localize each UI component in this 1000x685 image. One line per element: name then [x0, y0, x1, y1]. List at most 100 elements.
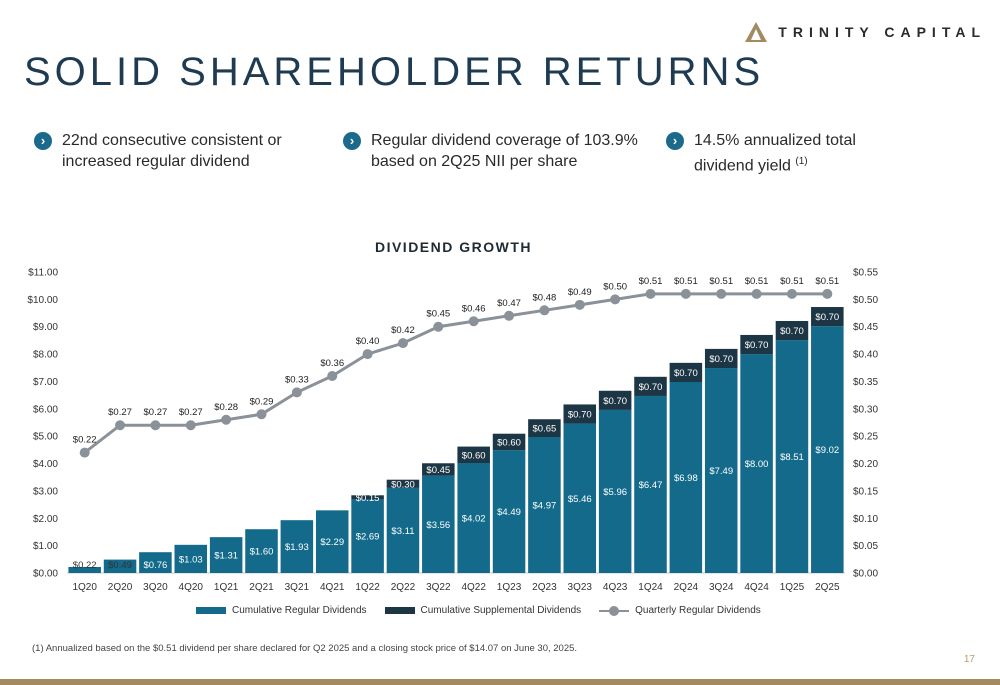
y-right-tick-label: $0.10 [853, 514, 878, 525]
chart-legend: Cumulative Regular Dividends Cumulative … [196, 605, 779, 616]
bar-supplemental [811, 307, 844, 327]
bar-supplemental [634, 376, 667, 396]
bar-supplemental [422, 463, 455, 476]
line-point [574, 299, 585, 310]
bar-supplemental-label: $0.30 [391, 479, 415, 490]
x-tick-label: 1Q25 [780, 582, 805, 593]
y-left-tick-label: $0.00 [33, 569, 58, 580]
bar-regular [811, 326, 844, 573]
line-point-label: $0.45 [426, 309, 450, 320]
x-tick-label: 3Q22 [426, 582, 451, 593]
line-point-label: $0.49 [568, 287, 592, 298]
x-tick-label: 3Q23 [568, 582, 593, 593]
legend-label: Quarterly Regular Dividends [635, 605, 761, 616]
x-tick-label: 1Q21 [214, 582, 239, 593]
line-point-label: $0.51 [709, 276, 733, 287]
bar-regular-label: $8.00 [745, 459, 769, 470]
bar-regular [139, 552, 172, 573]
line-point [150, 420, 161, 431]
x-tick-label: 4Q22 [461, 582, 486, 593]
bar-supplemental-label: $0.70 [568, 410, 592, 421]
line-point [256, 409, 267, 420]
bar-regular-label: $9.02 [815, 445, 839, 456]
footnote-marker: (1) [795, 156, 808, 167]
y-right-tick-label: $0.25 [853, 432, 878, 443]
bar-supplemental [457, 446, 490, 463]
bar-regular [315, 510, 349, 573]
bar-supplemental-label: $0.70 [639, 382, 663, 393]
line-point [115, 420, 126, 431]
x-tick-label: 2Q22 [391, 582, 416, 593]
x-tick-label: 4Q24 [744, 582, 769, 593]
line-point-label: $0.48 [533, 292, 557, 303]
line-point [751, 288, 762, 299]
bar-supplemental-label: $0.70 [815, 312, 839, 323]
x-tick-label: 4Q23 [603, 582, 628, 593]
legend-item-supplemental: Cumulative Supplemental Dividends [384, 605, 582, 616]
y-left-tick-label: $6.00 [33, 404, 58, 415]
x-tick-label: 3Q21 [285, 582, 310, 593]
page-title: SOLID SHAREHOLDER RETURNS [24, 50, 765, 94]
bar-supplemental-label: $0.70 [709, 354, 733, 365]
line-point [610, 294, 621, 305]
bar-regular-label: $1.60 [250, 547, 274, 558]
line-point-label: $0.51 [639, 276, 663, 287]
bar-regular [775, 340, 809, 573]
bar-supplemental-label: $0.70 [780, 326, 804, 337]
bar-supplemental [528, 419, 561, 438]
bar-supplemental [740, 334, 773, 355]
line-point-label: $0.47 [497, 298, 521, 309]
x-tick-label: 2Q20 [108, 582, 133, 593]
highlight-item: › Regular dividend coverage of 103.9% ba… [343, 130, 643, 172]
bar-regular-label: $4.02 [462, 513, 486, 524]
legend-label: Cumulative Supplemental Dividends [420, 605, 582, 616]
bar-supplemental [492, 433, 526, 451]
bar-regular-label: $3.56 [426, 520, 450, 531]
line-point-label: $0.51 [674, 276, 698, 287]
bar-supplemental [598, 390, 632, 410]
y-left-tick-label: $9.00 [33, 322, 58, 333]
y-right-tick-label: $0.45 [853, 322, 878, 333]
highlight-text: 22nd consecutive consistent or increased… [62, 132, 282, 170]
bar-regular-label: $1.93 [285, 542, 309, 553]
bar-regular-label: $4.49 [497, 507, 521, 518]
bar-regular [704, 368, 738, 573]
bar-regular [528, 437, 561, 573]
dividend-growth-chart: $0.00 $1.00 $2.00 $3.00 $4.00 $5.00 $6.00 $7.00… [27, 268, 878, 594]
line-point [433, 321, 444, 332]
bar-supplemental-label: $0.60 [497, 437, 521, 448]
chevron-right-icon: › [343, 132, 361, 150]
line-point [468, 316, 479, 327]
line-point-label: $0.40 [356, 336, 380, 347]
line-point-label: $0.50 [603, 281, 627, 292]
line-point [291, 387, 302, 398]
bar-supplemental-label: $0.65 [533, 424, 557, 435]
line-point [680, 288, 691, 299]
bar-supplemental [351, 495, 384, 500]
bar-regular [174, 544, 208, 573]
bar-regular [68, 566, 101, 573]
x-tick-label: 1Q20 [72, 582, 97, 593]
line-point-label: $0.27 [144, 407, 168, 418]
bar-supplemental-label: $0.15 [356, 493, 380, 504]
bottom-rule [0, 679, 1000, 685]
bar-regular-label: $0.49 [108, 560, 132, 571]
bar-regular [492, 450, 526, 573]
bar-supplemental-label: $0.45 [426, 465, 450, 476]
highlight-item: › 14.5% annualized total dividend yield … [666, 130, 886, 176]
line-point [645, 288, 656, 299]
bar-regular [740, 354, 773, 573]
x-tick-label: 1Q24 [638, 582, 663, 593]
bar-regular-label: $4.97 [533, 501, 557, 512]
line-point [327, 370, 338, 381]
legend-item-quarterly: Quarterly Regular Dividends [599, 605, 761, 616]
bar-regular-label: $7.49 [709, 466, 733, 477]
y-right-tick-label: $0.35 [853, 377, 878, 388]
line-point [79, 447, 90, 458]
bar-supplemental [669, 362, 703, 383]
bar-supplemental-label: $0.60 [462, 450, 486, 461]
bar-regular-label: $6.47 [639, 480, 663, 491]
bar-regular-label: $0.22 [73, 560, 97, 571]
chart-title: DIVIDEND GROWTH [374, 239, 533, 255]
x-tick-label: 2Q25 [815, 582, 840, 593]
